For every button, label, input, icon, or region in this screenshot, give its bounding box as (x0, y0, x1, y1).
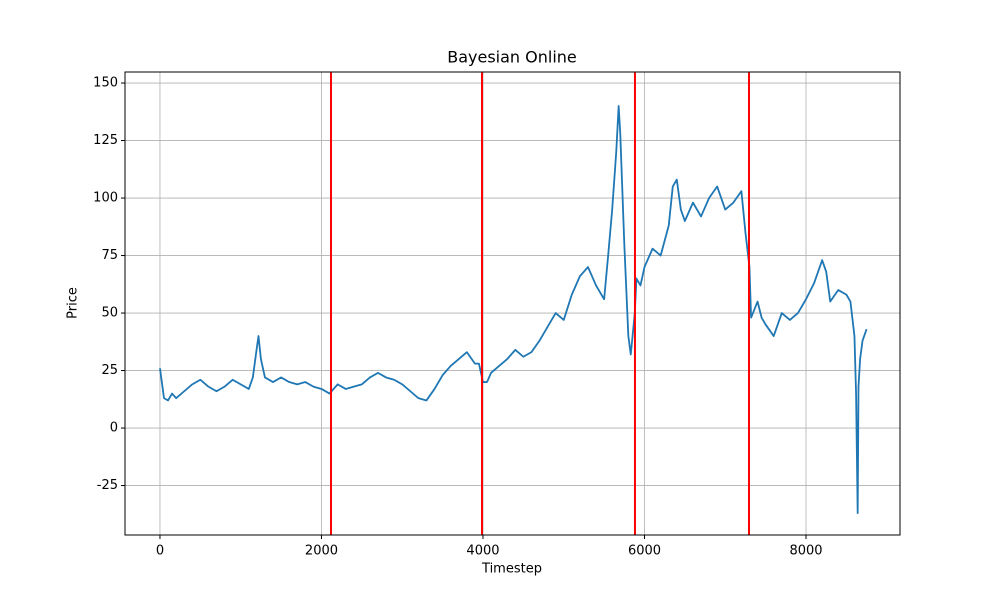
y-tick-label: 125 (93, 133, 118, 148)
y-tick-label: 0 (110, 421, 118, 436)
x-tick-label: 4000 (466, 544, 499, 559)
x-tick-label: 2000 (305, 544, 338, 559)
plot-frame (124, 71, 901, 536)
y-tick-label: 100 (93, 191, 118, 206)
y-tick-label: 25 (101, 363, 118, 378)
x-axis-label: Timestep (481, 562, 542, 577)
y-tick-label: -25 (97, 478, 118, 493)
price-line (159, 105, 868, 515)
y-tick-label: 75 (101, 248, 118, 263)
chart-title: Bayesian Online (447, 48, 577, 67)
y-axis-label: Price (66, 287, 81, 319)
y-tick-label: 50 (101, 306, 118, 321)
x-tick-label: 8000 (789, 544, 822, 559)
y-tick-label: 150 (93, 76, 118, 91)
x-tick-label: 6000 (628, 544, 661, 559)
x-tick-label: 0 (156, 544, 164, 559)
